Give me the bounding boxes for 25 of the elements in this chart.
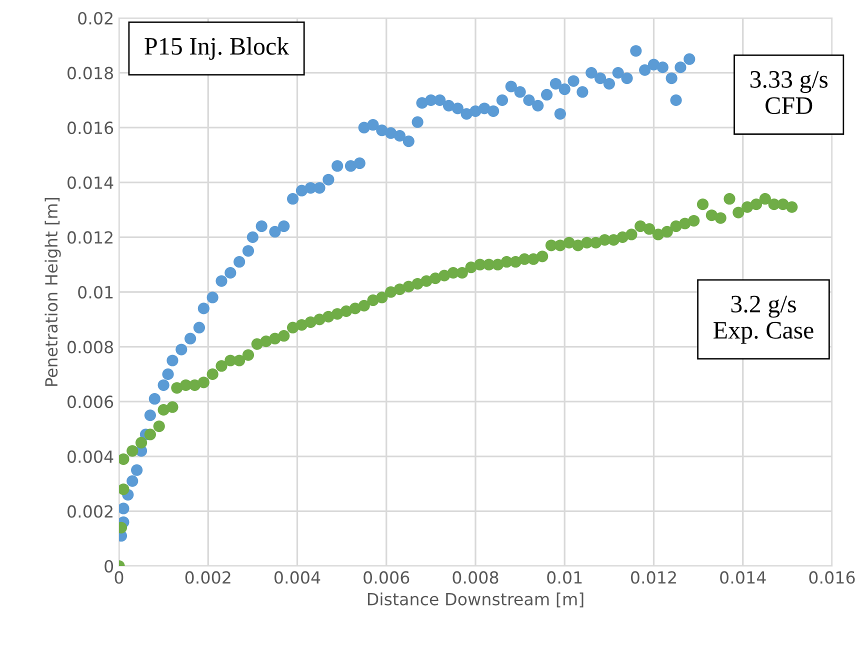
y-tick-label: 0.004 xyxy=(68,450,114,463)
annotation: 3.2 g/s Exp. Case xyxy=(714,296,814,344)
y-tick-label: 0.002 xyxy=(68,505,112,518)
y-tick-label: 0.006 xyxy=(68,396,114,408)
x-tick-label: 0.01 xyxy=(547,571,582,584)
y-tick-label: 0.018 xyxy=(68,66,113,80)
annotation: P15 Inj. Block xyxy=(144,37,290,60)
y-tick-label: 0.01 xyxy=(78,286,113,299)
y-tick-label: 0.014 xyxy=(68,176,114,189)
y-tick-label: 0.02 xyxy=(78,12,112,25)
x-tick-label: 0 xyxy=(114,571,124,584)
y-tick-label: 0.008 xyxy=(68,340,113,354)
y-tick-label: 0 xyxy=(104,560,114,573)
x-tick-label: 0.004 xyxy=(274,571,320,584)
y-tick-label: 0.016 xyxy=(68,122,114,134)
x-tick-label: 0.016 xyxy=(809,571,855,584)
x-tick-label: 0.006 xyxy=(364,571,410,584)
y-axis-title: Penetration Height [m] xyxy=(44,198,61,386)
x-tick-label: 0.002 xyxy=(185,571,230,584)
x-tick-label: 0.014 xyxy=(720,571,766,584)
x-tick-label: 0.008 xyxy=(452,571,498,584)
x-tick-label: 0.012 xyxy=(630,571,676,584)
x-axis-title: Distance Downstream [m] xyxy=(368,592,584,608)
y-tick-label: 0.012 xyxy=(68,231,112,244)
annotation: 3.33 g/s CFD xyxy=(750,71,828,114)
